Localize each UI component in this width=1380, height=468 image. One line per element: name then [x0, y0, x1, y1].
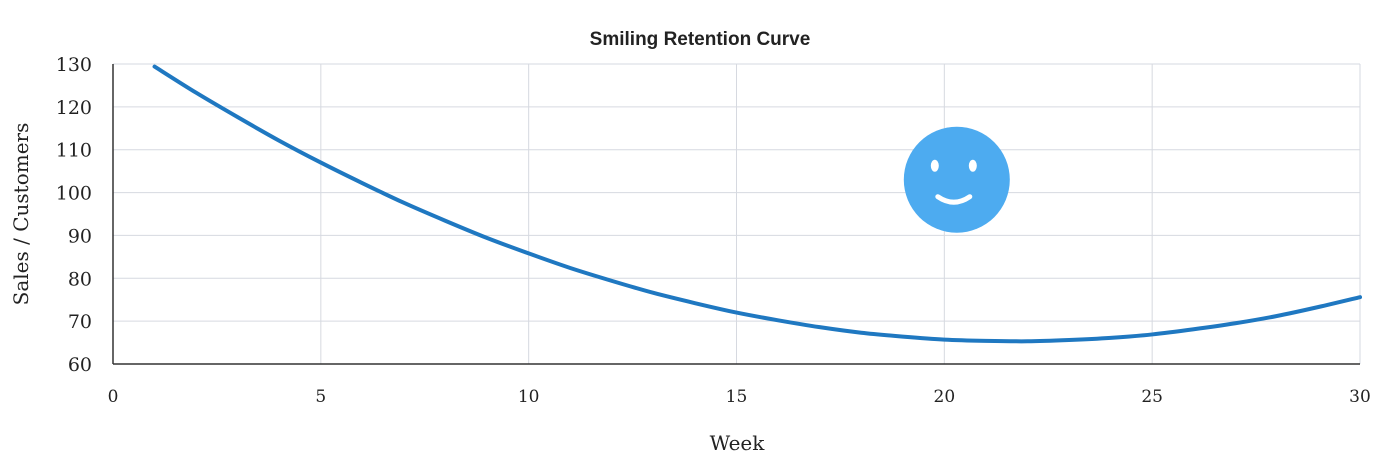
x-tick-label: 10 [518, 387, 540, 407]
y-tick-label: 70 [68, 311, 92, 333]
y-tick-label: 80 [68, 268, 92, 290]
x-tick-label: 15 [726, 387, 748, 407]
x-tick-label: 30 [1349, 387, 1371, 407]
x-tick-labels: 0 5 10 15 20 25 30 [108, 387, 1371, 407]
smiley-right-eye [968, 159, 977, 172]
y-tick-labels: 60 70 80 90 100 110 120 130 [56, 54, 92, 376]
y-tick-label: 130 [56, 54, 92, 76]
smiley-mouth [935, 194, 973, 205]
y-tick-label: 60 [68, 354, 92, 376]
y-tick-label: 100 [56, 183, 92, 205]
smiley-face-icon [903, 126, 1010, 233]
axes [112, 64, 1360, 365]
chart-title: Smiling Retention Curve [590, 29, 811, 50]
x-tick-label: 5 [315, 387, 326, 407]
x-tick-label: 0 [108, 387, 119, 407]
y-tick-label: 110 [56, 140, 92, 162]
series-line [152, 64, 1362, 344]
x-axis-label: Week [710, 431, 766, 455]
y-tick-label: 90 [68, 225, 92, 247]
y-axis-label: Sales / Customers [9, 123, 33, 306]
smiley-left-eye [930, 159, 939, 172]
x-tick-label: 25 [1141, 387, 1163, 407]
x-tick-label: 20 [934, 387, 956, 407]
grid [112, 63, 1361, 365]
smiley-face [903, 126, 1010, 233]
y-tick-label: 120 [56, 97, 92, 119]
